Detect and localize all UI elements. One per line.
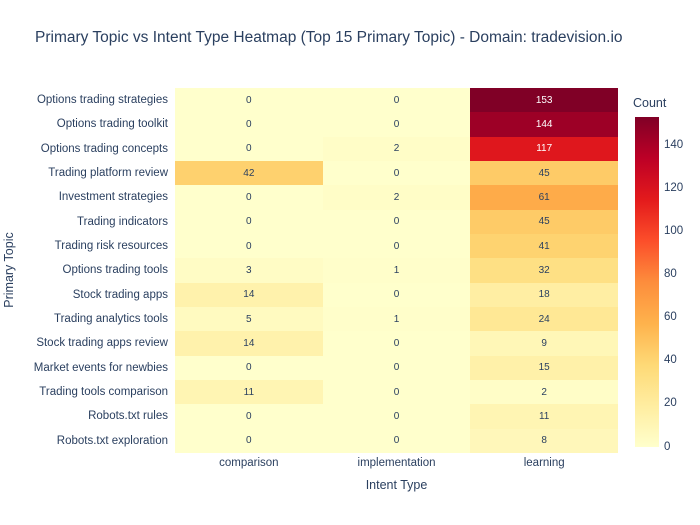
x-axis-tick-label: comparison <box>219 457 279 469</box>
y-axis-tick-label: Trading tools comparison <box>39 386 168 399</box>
heatmap-cell: 2 <box>322 185 471 210</box>
heatmap-cell: 0 <box>322 380 471 405</box>
y-axis-tick-label: Trading platform review <box>48 167 168 180</box>
heatmap-cell: 0 <box>322 234 471 259</box>
colorbar-tick-label: 140 <box>664 138 684 151</box>
y-axis-tick-label: Options trading tools <box>62 264 168 277</box>
heatmap-cell: 61 <box>470 185 618 210</box>
heatmap-cell: 0 <box>175 136 323 161</box>
y-axis-tick-label: Stock trading apps <box>72 288 168 301</box>
heatmap-cell: 45 <box>470 161 618 186</box>
heatmap-cell: 0 <box>175 185 323 210</box>
heatmap-cell: 0 <box>322 161 471 186</box>
y-axis-tick-label: Options trading toolkit <box>56 118 168 131</box>
colorbar-tick-label: 80 <box>664 267 677 280</box>
y-axis-tick-label: Options trading strategies <box>36 94 168 107</box>
heatmap-cell: 0 <box>322 331 471 356</box>
heatmap-cell: 0 <box>322 282 471 307</box>
heatmap-cell: 2 <box>470 380 618 405</box>
heatmap-cell: 24 <box>470 307 618 332</box>
y-axis-tick-label: Robots.txt exploration <box>56 434 168 447</box>
heatmap-cell: 0 <box>322 428 471 453</box>
x-axis-tick-label: implementation <box>357 457 436 469</box>
heatmap-cell: 0 <box>175 234 323 259</box>
heatmap-cell: 0 <box>175 209 323 234</box>
colorbar-ticks: 0 20 40 60 80 100 120 140 <box>664 117 700 452</box>
heatmap-cell: 45 <box>470 209 618 234</box>
y-axis-tick-label: Robots.txt rules <box>88 410 168 423</box>
heatmap-cell: 41 <box>470 234 618 259</box>
x-axis-labels: comparison implementation learning <box>175 457 618 469</box>
colorbar-tick-label: 100 <box>664 224 684 237</box>
heatmap-cell: 144 <box>470 112 618 137</box>
heatmap-cell: 14 <box>175 331 323 356</box>
heatmap-cell: 9 <box>470 331 618 356</box>
heatmap-cell: 0 <box>322 355 471 380</box>
heatmap-cell: 0 <box>175 112 323 137</box>
heatmap-cell: 0 <box>175 404 323 429</box>
heatmap-cell: 0 <box>175 428 323 453</box>
heatmap-cell: 117 <box>470 136 618 161</box>
colorbar-tick-label: 0 <box>664 440 671 453</box>
heatmap-cell: 14 <box>175 282 323 307</box>
y-axis-tick-label: Trading indicators <box>77 215 168 228</box>
heatmap-cell: 42 <box>175 161 323 186</box>
heatmap-cell: 0 <box>175 355 323 380</box>
y-axis-tick-label: Investment strategies <box>58 191 168 204</box>
heatmap-cell: 1 <box>322 307 471 332</box>
heatmap-cell: 0 <box>175 88 323 113</box>
heatmap-cell: 0 <box>322 112 471 137</box>
heatmap-cell: 0 <box>322 404 471 429</box>
y-axis-labels: Options trading strategies Options tradin… <box>0 88 168 453</box>
heatmap-cell: 18 <box>470 282 618 307</box>
heatmap-cell: 3 <box>175 258 323 283</box>
x-axis-title: Intent Type <box>365 478 428 492</box>
heatmap-cell: 0 <box>322 88 471 113</box>
colorbar-title: Count <box>633 96 667 110</box>
heatmap-cell: 153 <box>470 88 618 113</box>
heatmap-cell: 1 <box>322 258 471 283</box>
heatmap-cell: 11 <box>470 404 618 429</box>
heatmap-cell: 5 <box>175 307 323 332</box>
y-axis-tick-label: Options trading concepts <box>40 142 168 155</box>
colorbar-tick-label: 60 <box>664 310 677 323</box>
y-axis-tick-label: Stock trading apps review <box>36 337 168 350</box>
colorbar-tick-label: 40 <box>664 353 677 366</box>
heatmap-cell: 2 <box>322 136 471 161</box>
y-axis-tick-label: Trading risk resources <box>54 240 168 253</box>
chart-title: Primary Topic vs Intent Type Heatmap (To… <box>35 29 623 46</box>
heatmap-cell: 0 <box>322 209 471 234</box>
heatmap-plot[interactable]: 0 0 153 0 0 144 0 2 117 42 0 45 0 2 61 0 0 45 0 0 41 3 1 32 14 0 1… <box>175 88 618 453</box>
heatmap-cell: 32 <box>470 258 618 283</box>
colorbar-tick-label: 120 <box>664 181 684 194</box>
colorbar-tick-label: 20 <box>664 397 677 410</box>
y-axis-tick-label: Market events for newbies <box>33 361 168 374</box>
heatmap-cell: 11 <box>175 380 323 405</box>
x-axis-tick-label: learning <box>523 457 565 469</box>
heatmap-cell: 15 <box>470 355 618 380</box>
colorbar-gradient <box>635 117 659 447</box>
y-axis-tick-label: Trading analytics tools <box>54 313 168 326</box>
heatmap-cell: 8 <box>470 428 618 453</box>
